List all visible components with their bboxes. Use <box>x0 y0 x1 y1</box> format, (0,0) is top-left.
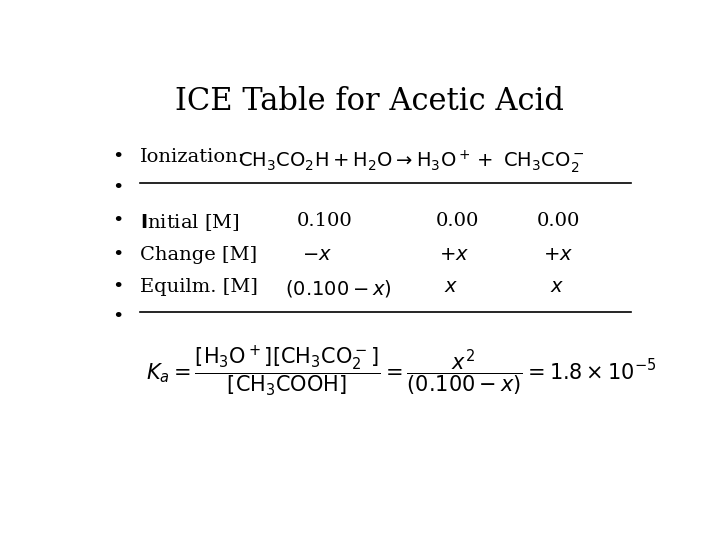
Text: •: • <box>112 246 124 264</box>
Text: $(0.100 - x)$: $(0.100 - x)$ <box>285 278 392 299</box>
Text: Equilm. [M]: Equilm. [M] <box>140 278 258 296</box>
Text: •: • <box>112 308 124 326</box>
Text: •: • <box>112 212 124 231</box>
Text: $-x$: $-x$ <box>302 246 332 264</box>
Text: ICE Table for Acetic Acid: ICE Table for Acetic Acid <box>174 85 564 117</box>
Text: Change [M]: Change [M] <box>140 246 257 264</box>
Text: 0.00: 0.00 <box>536 212 580 231</box>
Text: 0.100: 0.100 <box>297 212 352 231</box>
Text: $\mathrm{CH_3CO_2H + H_2O \rightarrow H_3O^+ + \ CH_3CO_2^-}$: $\mathrm{CH_3CO_2H + H_2O \rightarrow H_… <box>238 148 585 175</box>
Text: $+x$: $+x$ <box>543 246 573 264</box>
Text: •: • <box>112 148 124 166</box>
Text: Ionization:: Ionization: <box>140 148 246 166</box>
Text: $x$: $x$ <box>444 278 459 296</box>
Text: $+x$: $+x$ <box>438 246 469 264</box>
Text: 0.00: 0.00 <box>436 212 480 231</box>
Text: •: • <box>112 278 124 296</box>
Text: •: • <box>112 179 124 197</box>
Text: $\mathbf{I}$nitial [M]: $\mathbf{I}$nitial [M] <box>140 212 240 233</box>
Text: $K_a = \dfrac{[\mathrm{H_3O^+}][\mathrm{CH_3CO_2^-}]}{[\mathrm{CH_3COOH}]} = \df: $K_a = \dfrac{[\mathrm{H_3O^+}][\mathrm{… <box>145 343 656 399</box>
Text: $x$: $x$ <box>550 278 564 296</box>
